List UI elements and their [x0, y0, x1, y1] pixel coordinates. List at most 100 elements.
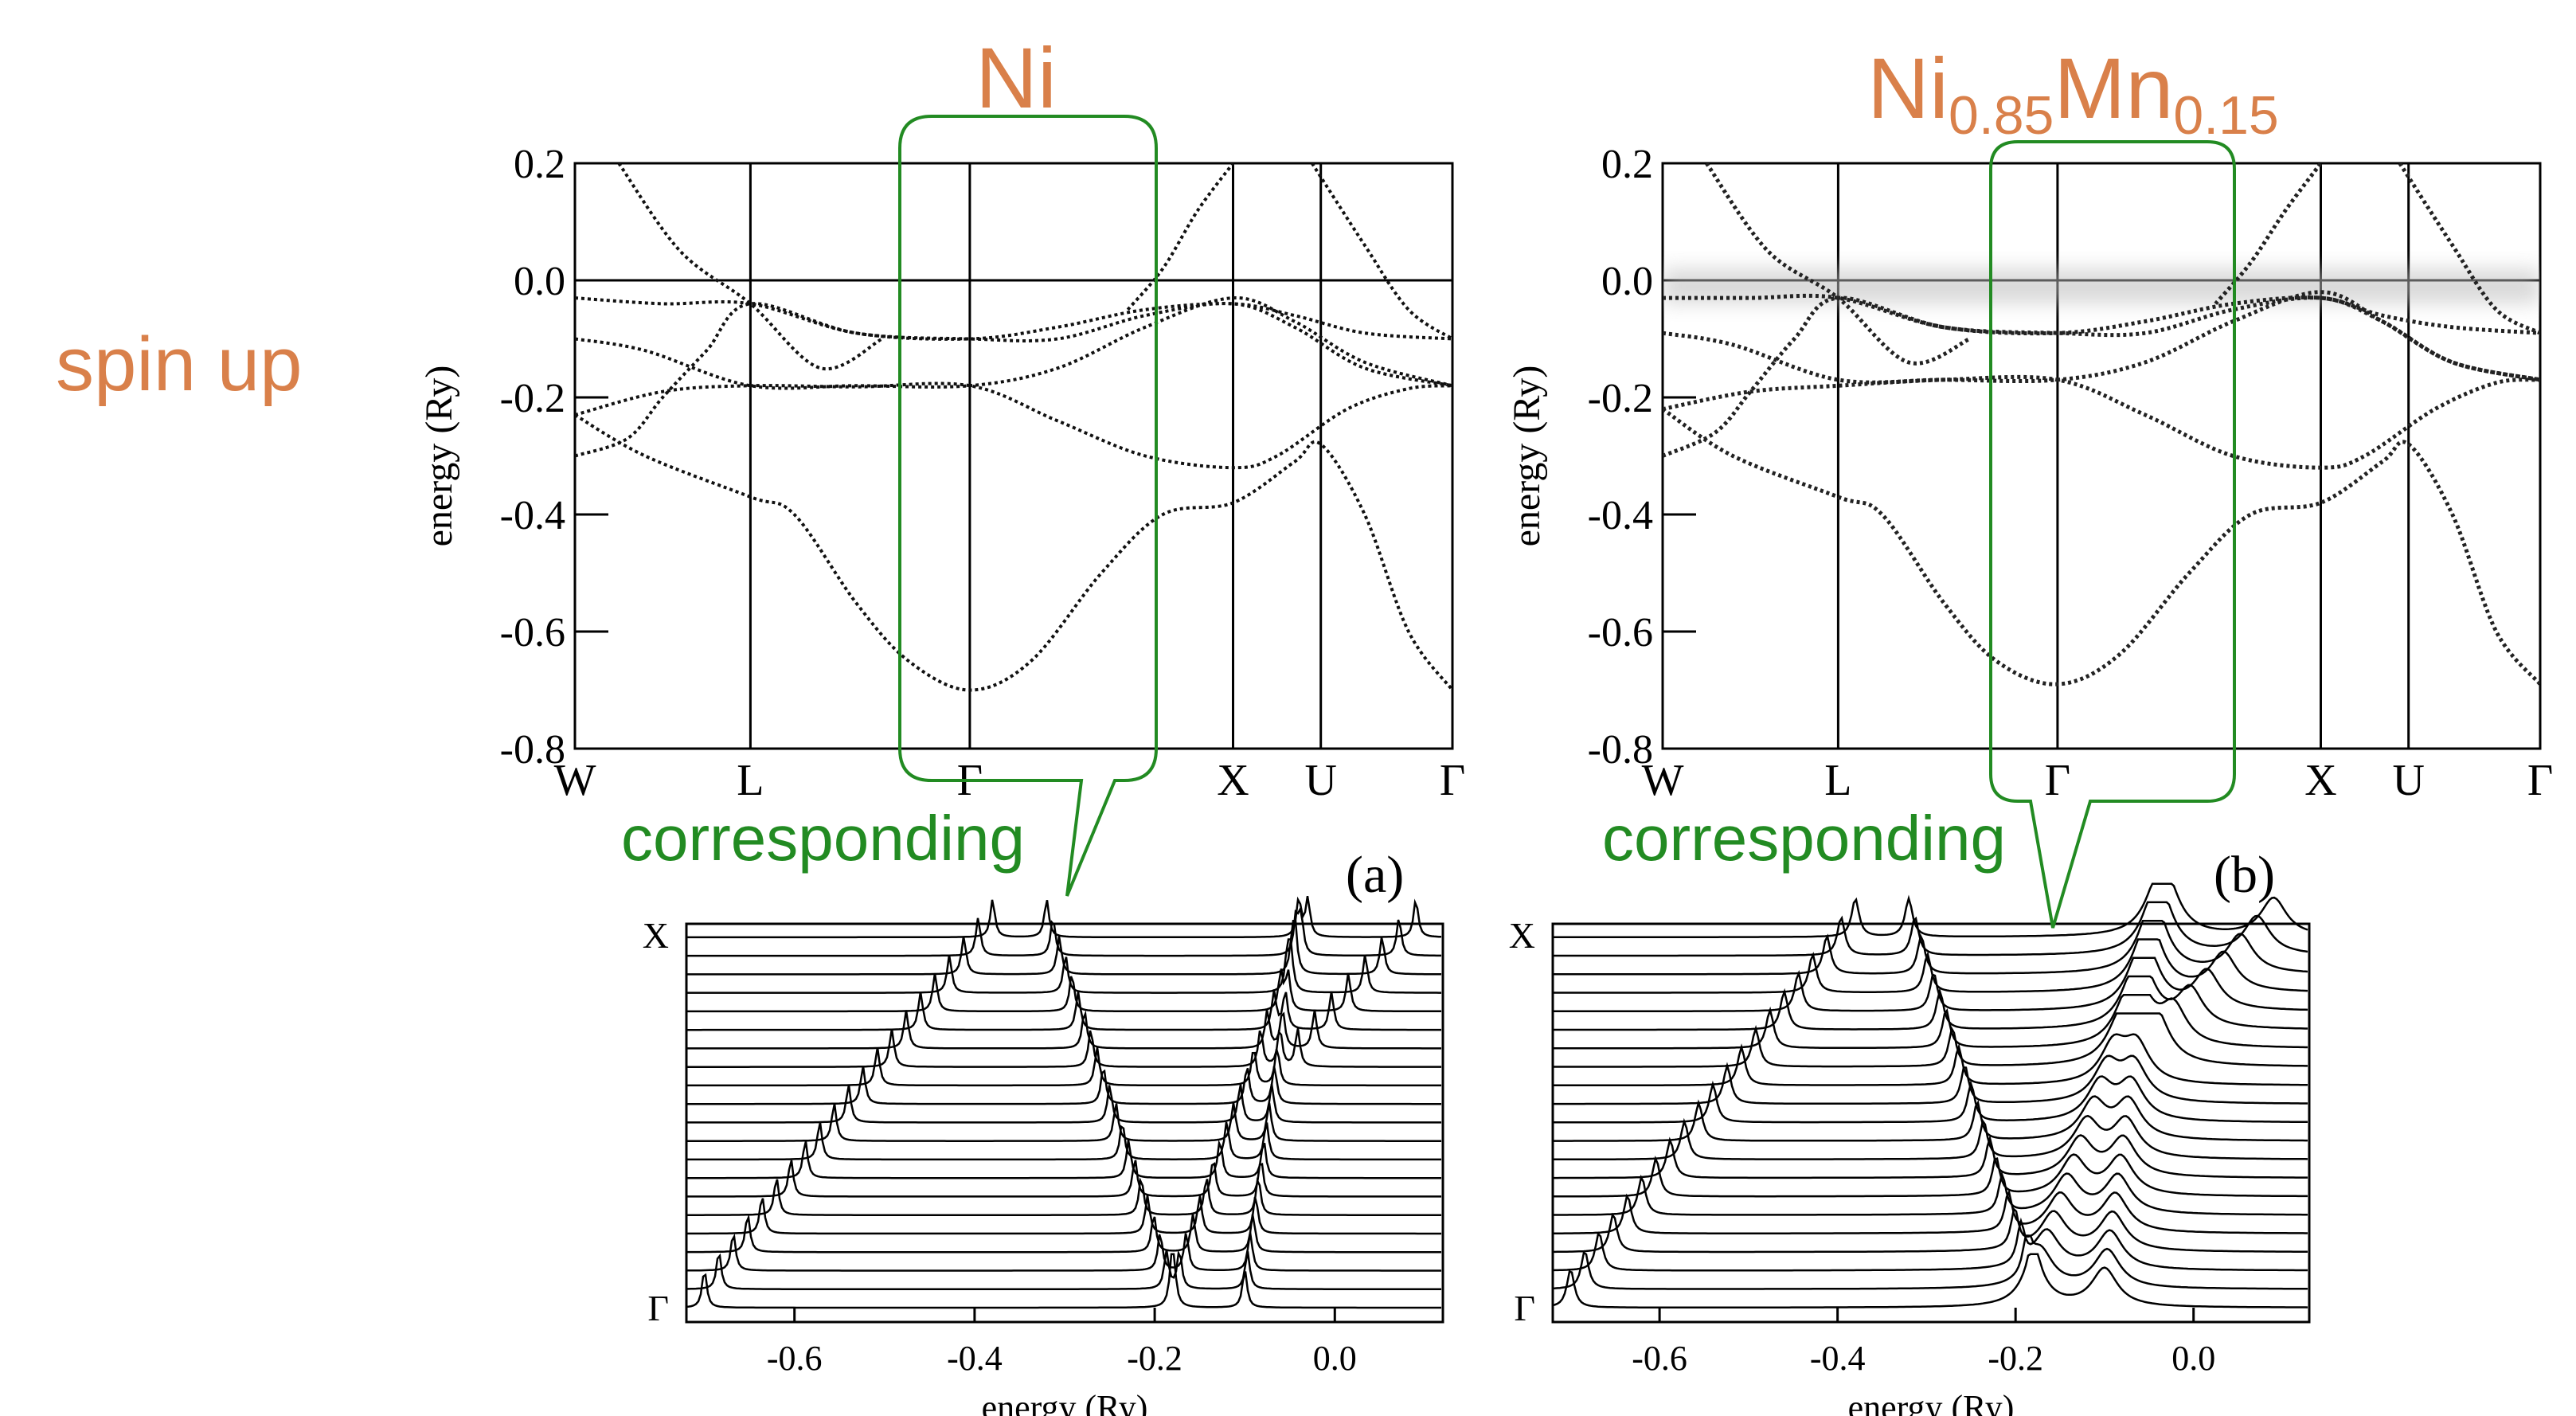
y-tick-label: 0.2	[514, 142, 565, 187]
panel-label-b: (b)	[2214, 846, 2275, 904]
y-tick-label: -0.6	[500, 610, 565, 655]
y-tick-label: -0.8	[500, 727, 565, 773]
band-line	[575, 296, 1452, 390]
spectral-trace	[1553, 901, 2308, 957]
y-tick-label: 0.2	[1601, 142, 1653, 187]
y-tick-label: -0.2	[500, 376, 565, 421]
spectral-trace	[686, 1027, 1441, 1068]
x-tick-label: 0.0	[2171, 1339, 2215, 1378]
x-tick-label: -0.4	[1810, 1339, 1866, 1378]
trace-label-bottom: Γ	[647, 1288, 669, 1328]
spectral-trace	[1553, 993, 2308, 1050]
spectral-trace	[686, 1253, 1441, 1309]
title-nimn-base1: Ni	[1867, 40, 1949, 136]
smeared-band	[1663, 268, 2540, 304]
panel-label-a: (a)	[1346, 846, 1404, 904]
kpoint-label: X	[2304, 756, 2336, 805]
band-line	[1663, 293, 2540, 382]
x-tick-label: -0.6	[1632, 1339, 1687, 1378]
title-ni: Ni	[975, 29, 1057, 126]
spectral-trace	[1553, 1075, 2308, 1124]
spectral-trace	[1553, 1207, 2308, 1254]
callout-label-nimn: corresponding	[1602, 803, 2006, 874]
kpoint-label: U	[1304, 756, 1336, 805]
kpoint-label: U	[2392, 756, 2424, 805]
callout-ni	[898, 115, 1158, 897]
y-tick-label: 0.0	[1601, 259, 1653, 304]
kpoint-label: L	[1824, 756, 1851, 805]
spectral-trace	[1553, 1171, 2308, 1216]
kpoint-label: W	[554, 756, 596, 805]
spectral-trace	[1553, 956, 2308, 1013]
spectral-trace	[686, 1139, 1441, 1179]
spectral-trace	[686, 1121, 1441, 1161]
band-line	[575, 302, 1452, 458]
spectral-trace	[686, 906, 1441, 957]
spectral-trace	[1553, 1188, 2308, 1234]
y-tick-label: -0.2	[1588, 376, 1653, 421]
trace-label-top: X	[1509, 915, 1535, 956]
y-tick-label: -0.4	[500, 493, 565, 538]
spectral-trace	[686, 1249, 1441, 1290]
kpoint-label: L	[737, 756, 764, 805]
spectral-trace	[1553, 1095, 2308, 1142]
spectral-trace	[686, 1046, 1441, 1087]
spectral-trace	[686, 919, 1442, 976]
spectral-function-nimn: -0.6 -0.4 -0.2 0.0 energy (Ry) X Γ	[1509, 882, 2311, 1416]
band-line	[1705, 163, 1971, 366]
spectral-trace	[1552, 1234, 2308, 1290]
band-line	[1126, 163, 1235, 311]
x-tick-label: -0.2	[1127, 1339, 1182, 1378]
kpoint-label: X	[1217, 756, 1249, 805]
spectral-trace	[686, 1160, 1441, 1198]
spectral-trace	[686, 1176, 1441, 1216]
trace-label-top: X	[643, 915, 669, 956]
spectral-trace	[686, 896, 1442, 939]
kpoint-label: W	[1642, 756, 1684, 805]
x-tick-label: -0.2	[1988, 1339, 2043, 1378]
x-tick-label: -0.4	[947, 1339, 1003, 1378]
band-line	[617, 163, 883, 371]
y-axis-label: energy (Ry)	[418, 366, 460, 547]
band-line	[2214, 163, 2323, 306]
band-line	[2398, 163, 2540, 335]
band-line	[1663, 407, 2540, 686]
band-line	[575, 381, 1452, 470]
callout-nimn	[1989, 140, 2236, 929]
spectral-function-ni: -0.6 -0.4 -0.2 0.0 energy (Ry) X Γ	[643, 896, 1444, 1416]
x-axis-label: energy (Ry)	[1848, 1388, 2015, 1416]
kpoint-label: Γ	[2527, 756, 2553, 805]
title-nimn: Ni0.85Mn0.15	[1867, 40, 2279, 146]
spectral-trace	[1553, 1134, 2308, 1179]
title-nimn-sub2: 0.15	[2173, 85, 2278, 146]
spectral-trace	[686, 1232, 1441, 1272]
kpoint-label: Γ	[2045, 756, 2070, 805]
callout-label-ni: corresponding	[621, 803, 1025, 874]
title-nimn-base2: Mn	[2054, 40, 2173, 136]
spectral-trace	[1552, 1217, 2308, 1272]
band-structure-nimn: W L Γ X U Γ 0.2 0.0 -0.2 -0.4 -0.6 -0.8 energy (Ry)	[1506, 142, 2553, 805]
spectral-trace	[1553, 1153, 2308, 1198]
band-line	[1663, 295, 2540, 458]
spectral-trace	[1553, 975, 2308, 1031]
spectral-trace	[686, 968, 1441, 1013]
trace-label-bottom: Γ	[1514, 1288, 1535, 1328]
spectral-trace	[686, 1102, 1441, 1142]
y-tick-label: 0.0	[514, 259, 565, 304]
y-tick-label: -0.8	[1588, 727, 1653, 773]
spectral-trace	[686, 1195, 1441, 1235]
y-tick-label: -0.4	[1588, 493, 1653, 538]
kpoint-label: Γ	[1440, 756, 1465, 805]
spectral-trace	[1553, 1033, 2308, 1087]
spectral-trace	[1553, 882, 2308, 939]
y-tick-label: -0.6	[1588, 610, 1653, 655]
x-axis-label: energy (Ry)	[982, 1388, 1148, 1416]
spectral-trace	[686, 1213, 1441, 1254]
band-line	[575, 296, 1452, 388]
spectral-trace	[1552, 1253, 2308, 1309]
y-axis-label: energy (Ry)	[1506, 366, 1548, 547]
spectral-trace	[686, 989, 1441, 1031]
title-nimn-sub1: 0.85	[1949, 85, 2054, 146]
